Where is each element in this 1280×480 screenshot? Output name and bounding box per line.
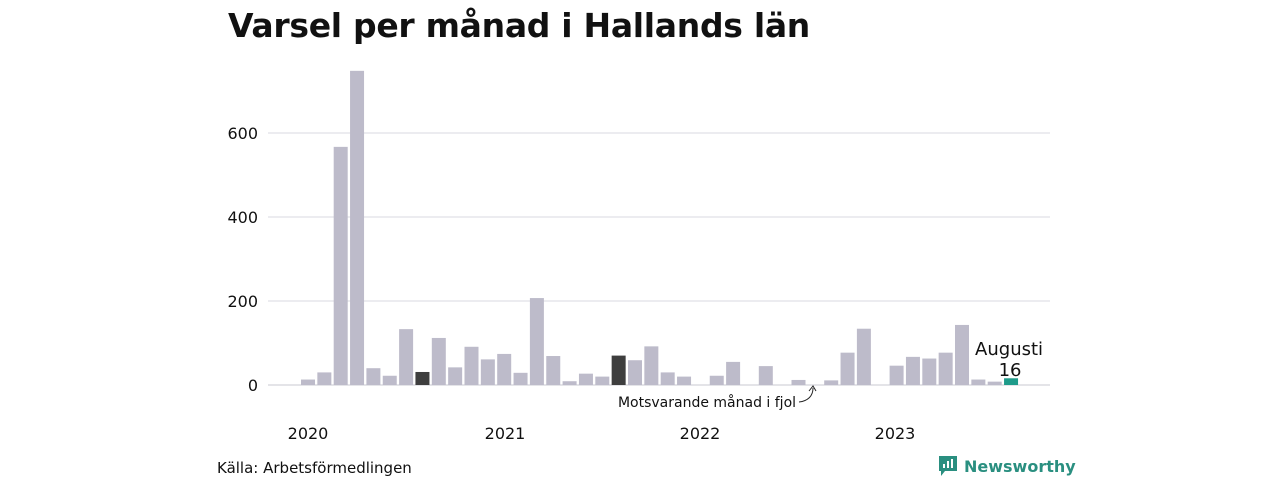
bar — [955, 324, 969, 385]
bar — [562, 381, 577, 385]
bar — [366, 368, 381, 385]
bar — [415, 371, 430, 385]
y-tick-label: 400 — [227, 208, 258, 227]
brand-name: Newsworthy — [964, 456, 1076, 476]
annotation-arrowhead — [808, 385, 817, 392]
newsworthy-icon — [939, 456, 957, 476]
bar — [529, 298, 544, 385]
bar — [513, 372, 528, 385]
bar — [938, 352, 953, 385]
newsworthy-logo: Newsworthy — [938, 455, 1076, 477]
bar — [856, 328, 871, 385]
x-year-label: 2020 — [288, 424, 329, 443]
bar — [922, 358, 937, 385]
current-month-label: Augusti — [975, 339, 1043, 360]
bar — [971, 379, 986, 385]
bar — [317, 372, 332, 385]
bar — [889, 365, 904, 385]
bar — [480, 359, 495, 385]
bar — [431, 337, 446, 385]
bar — [677, 376, 692, 385]
y-tick-label: 200 — [227, 292, 258, 311]
chart-title: Varsel per månad i Hallands län — [228, 6, 810, 45]
y-tick-label: 600 — [227, 124, 258, 143]
bar — [726, 361, 741, 385]
bar — [840, 352, 855, 385]
bar — [644, 346, 659, 385]
bar — [824, 380, 839, 385]
bar — [350, 70, 365, 385]
bar — [497, 353, 512, 385]
x-year-label: 2021 — [485, 424, 526, 443]
annotation-arrow — [798, 387, 814, 403]
bar — [333, 146, 348, 385]
last-year-note: Motsvarande månad i fjol — [618, 394, 796, 411]
bar — [628, 360, 642, 385]
bar — [660, 372, 675, 385]
bar — [611, 355, 626, 385]
x-year-label: 2022 — [680, 424, 721, 443]
bar — [464, 346, 479, 385]
bar — [1004, 378, 1019, 385]
bar — [595, 376, 610, 385]
current-value-label: 16 — [999, 360, 1022, 381]
bar — [578, 373, 593, 385]
bar — [448, 367, 463, 385]
bar — [987, 381, 1002, 385]
bar — [905, 356, 920, 385]
bar — [791, 379, 806, 385]
bar — [758, 366, 773, 385]
y-tick-label: 0 — [248, 376, 258, 395]
source-note: Källa: Arbetsförmedlingen — [217, 459, 412, 477]
bar — [301, 379, 315, 385]
bar — [399, 329, 414, 385]
x-year-label: 2023 — [875, 424, 916, 443]
bar — [709, 375, 724, 385]
bar — [382, 375, 397, 385]
bar — [546, 356, 561, 385]
